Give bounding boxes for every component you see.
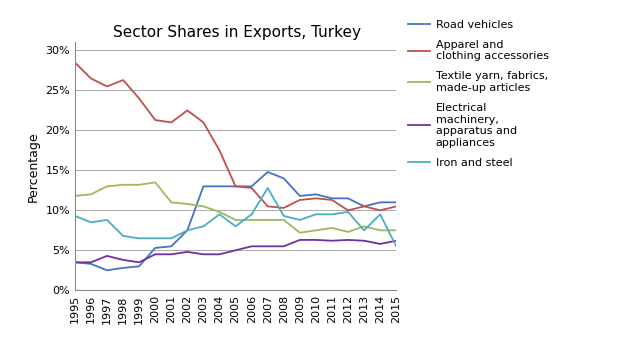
- Text: Sector Shares in Exports, Turkey: Sector Shares in Exports, Turkey: [113, 25, 361, 40]
- Y-axis label: Percentage: Percentage: [27, 131, 40, 202]
- Legend: Road vehicles, Apparel and
clothing accessories, Textile yarn, fabrics,
made-up : Road vehicles, Apparel and clothing acce…: [408, 20, 549, 168]
